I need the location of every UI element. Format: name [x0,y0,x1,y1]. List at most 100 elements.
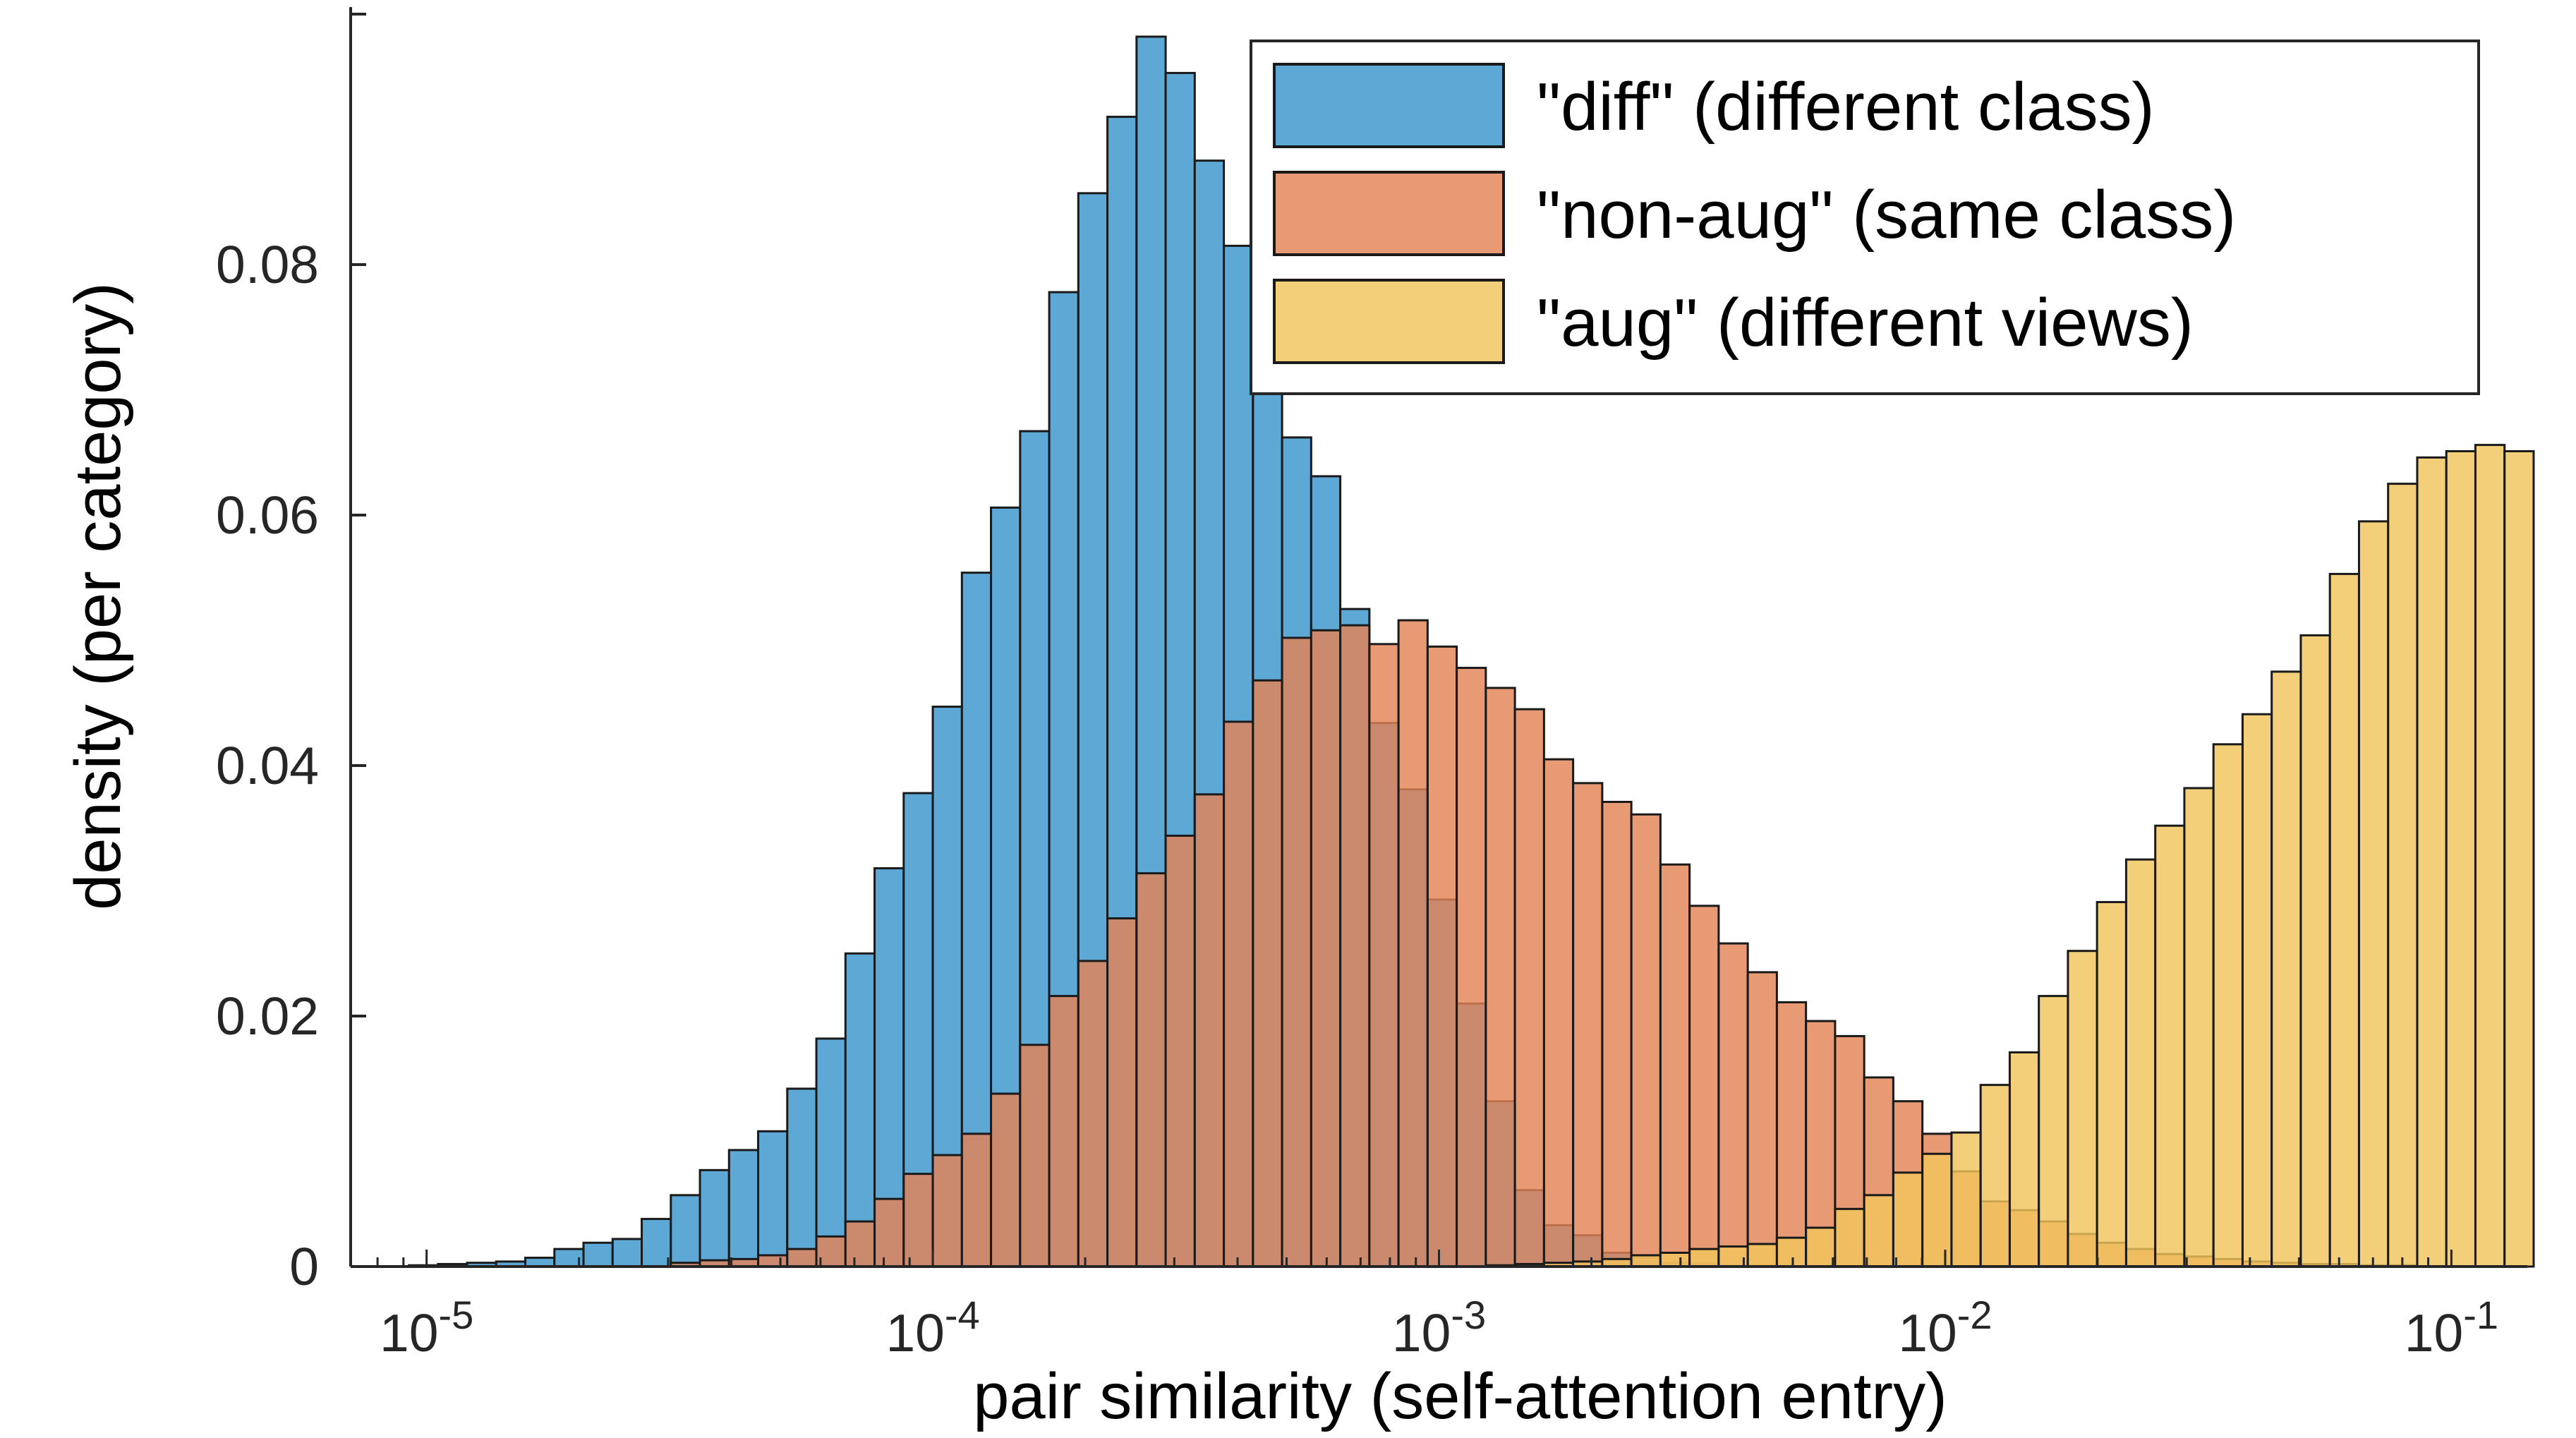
bar [2387,483,2419,1268]
bar [1513,708,1545,1268]
bar [1019,1044,1051,1268]
bar [1805,1226,1837,1268]
bar [1572,782,1604,1268]
bar [2474,444,2506,1268]
bar [1484,687,1516,1268]
legend-swatch [1273,63,1505,148]
bar [641,1218,672,1268]
bar [1339,624,1371,1268]
bar [873,1197,905,1268]
bar [1135,872,1167,1268]
bar [1892,1171,1924,1268]
x-tick-label: 10-4 [885,1293,979,1363]
bar [1630,813,1662,1268]
bar [2503,449,2535,1268]
bar [1368,643,1400,1268]
bar [960,1132,993,1268]
bar [1456,667,1487,1268]
bar [844,1220,876,1268]
bar [786,1087,818,1268]
bar [2357,520,2390,1268]
bar [990,1092,1022,1268]
bar [1397,619,1429,1268]
bar [1863,1194,1894,1268]
bar [2096,900,2127,1268]
bar [611,1238,643,1268]
bar [786,1247,818,1268]
bar [2299,634,2331,1268]
bar [2124,858,2157,1268]
bar [1688,1247,1720,1268]
legend-swatch [1273,279,1505,364]
bar [2445,449,2477,1268]
bar [1746,971,1778,1268]
bar [699,1168,730,1268]
bar [670,1194,701,1268]
bar [1805,1020,1837,1268]
bar [1921,1152,1953,1268]
bar [757,1130,789,1268]
bar [902,1173,934,1268]
bar [1775,1001,1808,1268]
x-axis-title: pair similarity (self-attention entry) [973,1360,1947,1432]
bar [2038,995,2069,1268]
bar [1979,1084,2011,1268]
bar [2328,572,2360,1268]
bar [2008,1051,2040,1268]
bar [1746,1243,1778,1268]
legend-label: "aug" (different views) [1537,285,2194,361]
bar [727,1149,760,1268]
bar [1834,1207,1866,1268]
y-tick-label: 0.06 [216,485,319,545]
y-tick-label: 0.04 [216,736,319,795]
bar [1426,645,1458,1268]
bar [2183,787,2215,1268]
bar [2154,824,2186,1268]
bar [1281,636,1312,1268]
y-tick-label: 0.08 [216,235,319,294]
bar [1542,758,1575,1268]
bar [1193,793,1226,1268]
tick-marks: 0 0.02 0.04 0.06 0.08 10-5 10-4 10-3 10-2 10-1 [216,13,2498,1363]
bar [1717,942,1749,1268]
series-1 [670,619,2419,1268]
bar [2067,950,2098,1268]
legend: "diff" (different class) "non-aug" (same … [1250,40,2480,395]
bar [1252,679,1283,1268]
series-2 [1484,444,2535,1268]
bar [757,1254,789,1268]
y-tick-label: 0.02 [216,986,319,1046]
legend-label: "diff" (different class) [1537,69,2155,145]
bar [1106,917,1138,1268]
y-tick-label: 0 [289,1237,319,1296]
bar [1775,1236,1808,1268]
bar [1164,834,1196,1268]
bar [1048,995,1080,1268]
bar [815,1037,847,1268]
x-tick-label: 10-1 [2405,1293,2498,1363]
histogram-bars [408,35,2535,1268]
bar [1688,905,1720,1268]
bar [1630,1254,1662,1268]
x-tick-label: 10-2 [1898,1293,1992,1363]
x-tick-label: 10-3 [1392,1293,1486,1363]
legend-swatch [1273,171,1505,256]
bar [931,1154,963,1268]
bar [1223,720,1254,1268]
bar [1310,629,1342,1268]
bar [2270,670,2302,1268]
bar [1659,863,1691,1268]
bar [1950,1131,1982,1268]
x-tick-label: 10-5 [380,1293,473,1363]
y-axis-title: density (per category) [62,282,134,910]
bar [1077,960,1109,1268]
bar [844,952,876,1268]
bar [1601,800,1633,1268]
bar [2241,713,2273,1268]
legend-label: "non-aug" (same class) [1537,177,2236,253]
bar [1659,1251,1691,1268]
bar [2212,743,2244,1268]
bar [582,1241,614,1268]
bar [2416,456,2448,1268]
